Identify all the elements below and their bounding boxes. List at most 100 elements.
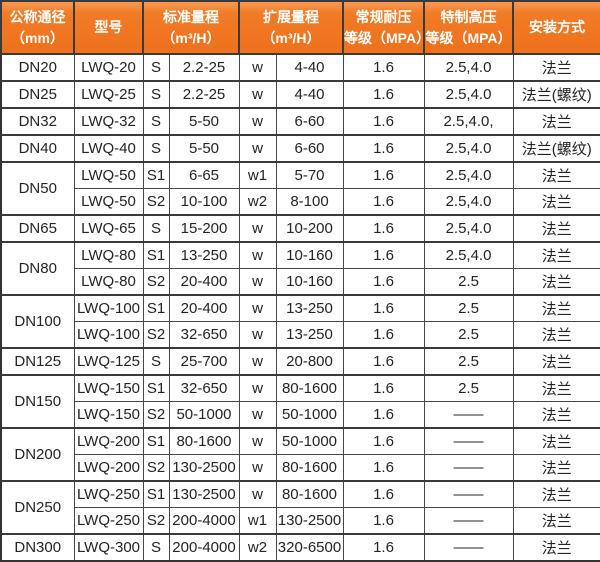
table-row: DN200 LWQ-200 S1 80-1600 w 50-1000 1.6 —— 法兰 [0,427,600,482]
cell-extended-range-code: w [238,321,277,349]
cell-standard-range-code: S1 [142,241,170,269]
cell-normal-pressure: 1.6 [342,321,425,349]
table-row: DN80 LWQ-80 S1 13-250 w 10-160 1.6 2.5,4.0 法兰 [0,241,600,296]
cell-model: LWQ-65 [73,214,144,243]
table-row: DN50 LWQ-50 S1 6-65 w1 5-70 1.6 2.5,4.0 法兰 [0,161,600,216]
cell-nominal-diameter: DN50 [0,161,75,216]
cell-standard-range-code: S1 [142,161,170,189]
cell-extended-range-code: w1 [238,161,277,189]
cell-standard-range-code: S1 [142,480,170,508]
cell-normal-pressure: 1.6 [342,214,425,243]
cell-standard-range: 15-200 [168,214,240,243]
cell-normal-pressure: 1.6 [342,427,425,455]
header-normal-pressure-rating: 常规耐压 等级（MPA） [342,0,425,55]
cell-installation: 法兰 [512,454,600,482]
cell-high-pressure: —— [423,427,514,455]
cell-model: LWQ-40 [73,134,144,163]
cell-installation: 法兰 [512,188,600,216]
cell-high-pressure: —— [423,401,514,429]
cell-standard-range-code: S2 [142,507,170,535]
table-row: LWQ-50 S2 10-100 w2 8-100 1.6 2.5,4.0 法兰 [1,188,600,216]
cell-extended-range-code: w [238,268,277,296]
cell-installation: 法兰 [512,401,600,429]
cell-extended-range-code: w2 [238,533,277,562]
header-extended-range: 扩展量程 （m³/H） [238,0,344,55]
cell-nominal-diameter: DN100 [0,294,75,349]
cell-high-pressure: 2.5 [423,321,514,349]
cell-normal-pressure: 1.6 [342,53,425,82]
cell-extended-range-code: w [238,374,277,402]
cell-extended-range: 8-100 [275,188,344,216]
cell-standard-range: 25-700 [168,347,240,376]
cell-normal-pressure: 1.6 [342,107,425,136]
cell-high-pressure: —— [423,480,514,508]
cell-installation: 法兰 [512,374,600,402]
cell-normal-pressure: 1.6 [342,241,425,269]
table-row: LWQ-200 S2 130-2500 w 80-1600 1.6 —— 法兰 [1,454,600,482]
cell-standard-range: 2.2-25 [168,53,240,82]
cell-nominal-diameter: DN32 [0,107,75,136]
cell-nominal-diameter: DN25 [0,80,75,109]
cell-model: LWQ-50 [73,161,144,189]
cell-standard-range: 5-50 [168,107,240,136]
cell-standard-range-code: S1 [142,374,170,402]
table-row: DN300 LWQ-300 S 200-4000 w2 320-6500 1.6 —— 法兰 [0,533,600,562]
cell-extended-range-code: w [238,214,277,243]
header-standard-range: 标准量程 （m³/H） [142,0,240,55]
cell-nominal-diameter: DN80 [0,241,75,296]
cell-extended-range: 20-800 [275,347,344,376]
cell-extended-range: 320-6500 [275,533,344,562]
cell-extended-range-code: w [238,427,277,455]
cell-installation: 法兰 [512,347,600,376]
cell-extended-range-code: w [238,294,277,322]
cell-model: LWQ-80 [73,241,144,269]
cell-normal-pressure: 1.6 [342,134,425,163]
cell-model: LWQ-125 [73,347,144,376]
cell-installation: 法兰 [512,321,600,349]
cell-standard-range-code: S [142,107,170,136]
cell-model: LWQ-100 [73,294,144,322]
cell-normal-pressure: 1.6 [342,480,425,508]
table-row: DN32 LWQ-32 S 5-50 w 6-60 1.6 2.5,4.0, 法兰 [0,107,600,136]
cell-extended-range-code: w [238,454,277,482]
cell-installation: 法兰 [512,107,600,136]
cell-installation: 法兰 [512,427,600,455]
table-row: LWQ-150 S2 50-1000 w 50-1000 1.6 —— 法兰 [1,401,600,429]
cell-standard-range: 5-50 [168,134,240,163]
cell-standard-range-code: S2 [142,401,170,429]
cell-nominal-diameter: DN200 [0,427,75,482]
cell-extended-range: 10-160 [275,241,344,269]
cell-nominal-diameter: DN250 [0,480,75,535]
cell-normal-pressure: 1.6 [342,507,425,535]
cell-extended-range: 80-1600 [275,374,344,402]
cell-standard-range: 10-100 [168,188,240,216]
cell-installation: 法兰(螺纹) [512,80,600,109]
table-row: DN100 LWQ-100 S1 20-400 w 13-250 1.6 2.5 法兰 [0,294,600,349]
cell-high-pressure: 2.5,4.0 [423,188,514,216]
table-row: LWQ-80 S2 20-400 w 10-160 1.6 2.5 法兰 [1,268,600,296]
table-row: DN250 LWQ-250 S1 130-2500 w 80-1600 1.6 —— 法兰 [0,480,600,535]
cell-high-pressure: —— [423,454,514,482]
cell-model: LWQ-250 [73,480,144,508]
table-row: LWQ-250 S2 200-4000 w1 130-2500 1.6 —— 法兰 [1,507,600,535]
cell-standard-range-code: S [142,347,170,376]
cell-extended-range-code: w [238,53,277,82]
cell-model: LWQ-200 [73,427,144,455]
cell-installation: 法兰 [512,480,600,508]
cell-extended-range-code: w [238,347,277,376]
cell-extended-range: 6-60 [275,134,344,163]
cell-high-pressure: 2.5,4.0 [423,161,514,189]
cell-standard-range: 130-2500 [168,480,240,508]
cell-normal-pressure: 1.6 [342,401,425,429]
cell-standard-range-code: S [142,214,170,243]
cell-high-pressure: 2.5,4.0 [423,53,514,82]
cell-nominal-diameter: DN300 [0,533,75,562]
cell-extended-range: 4-40 [275,80,344,109]
cell-standard-range: 13-250 [168,241,240,269]
table-row: DN150 LWQ-150 S1 32-650 w 80-1600 1.6 2.5 法兰 [0,374,600,429]
cell-extended-range: 10-200 [275,214,344,243]
cell-installation: 法兰 [512,268,600,296]
cell-high-pressure: 2.5 [423,347,514,376]
cell-high-pressure: 2.5,4.0 [423,80,514,109]
